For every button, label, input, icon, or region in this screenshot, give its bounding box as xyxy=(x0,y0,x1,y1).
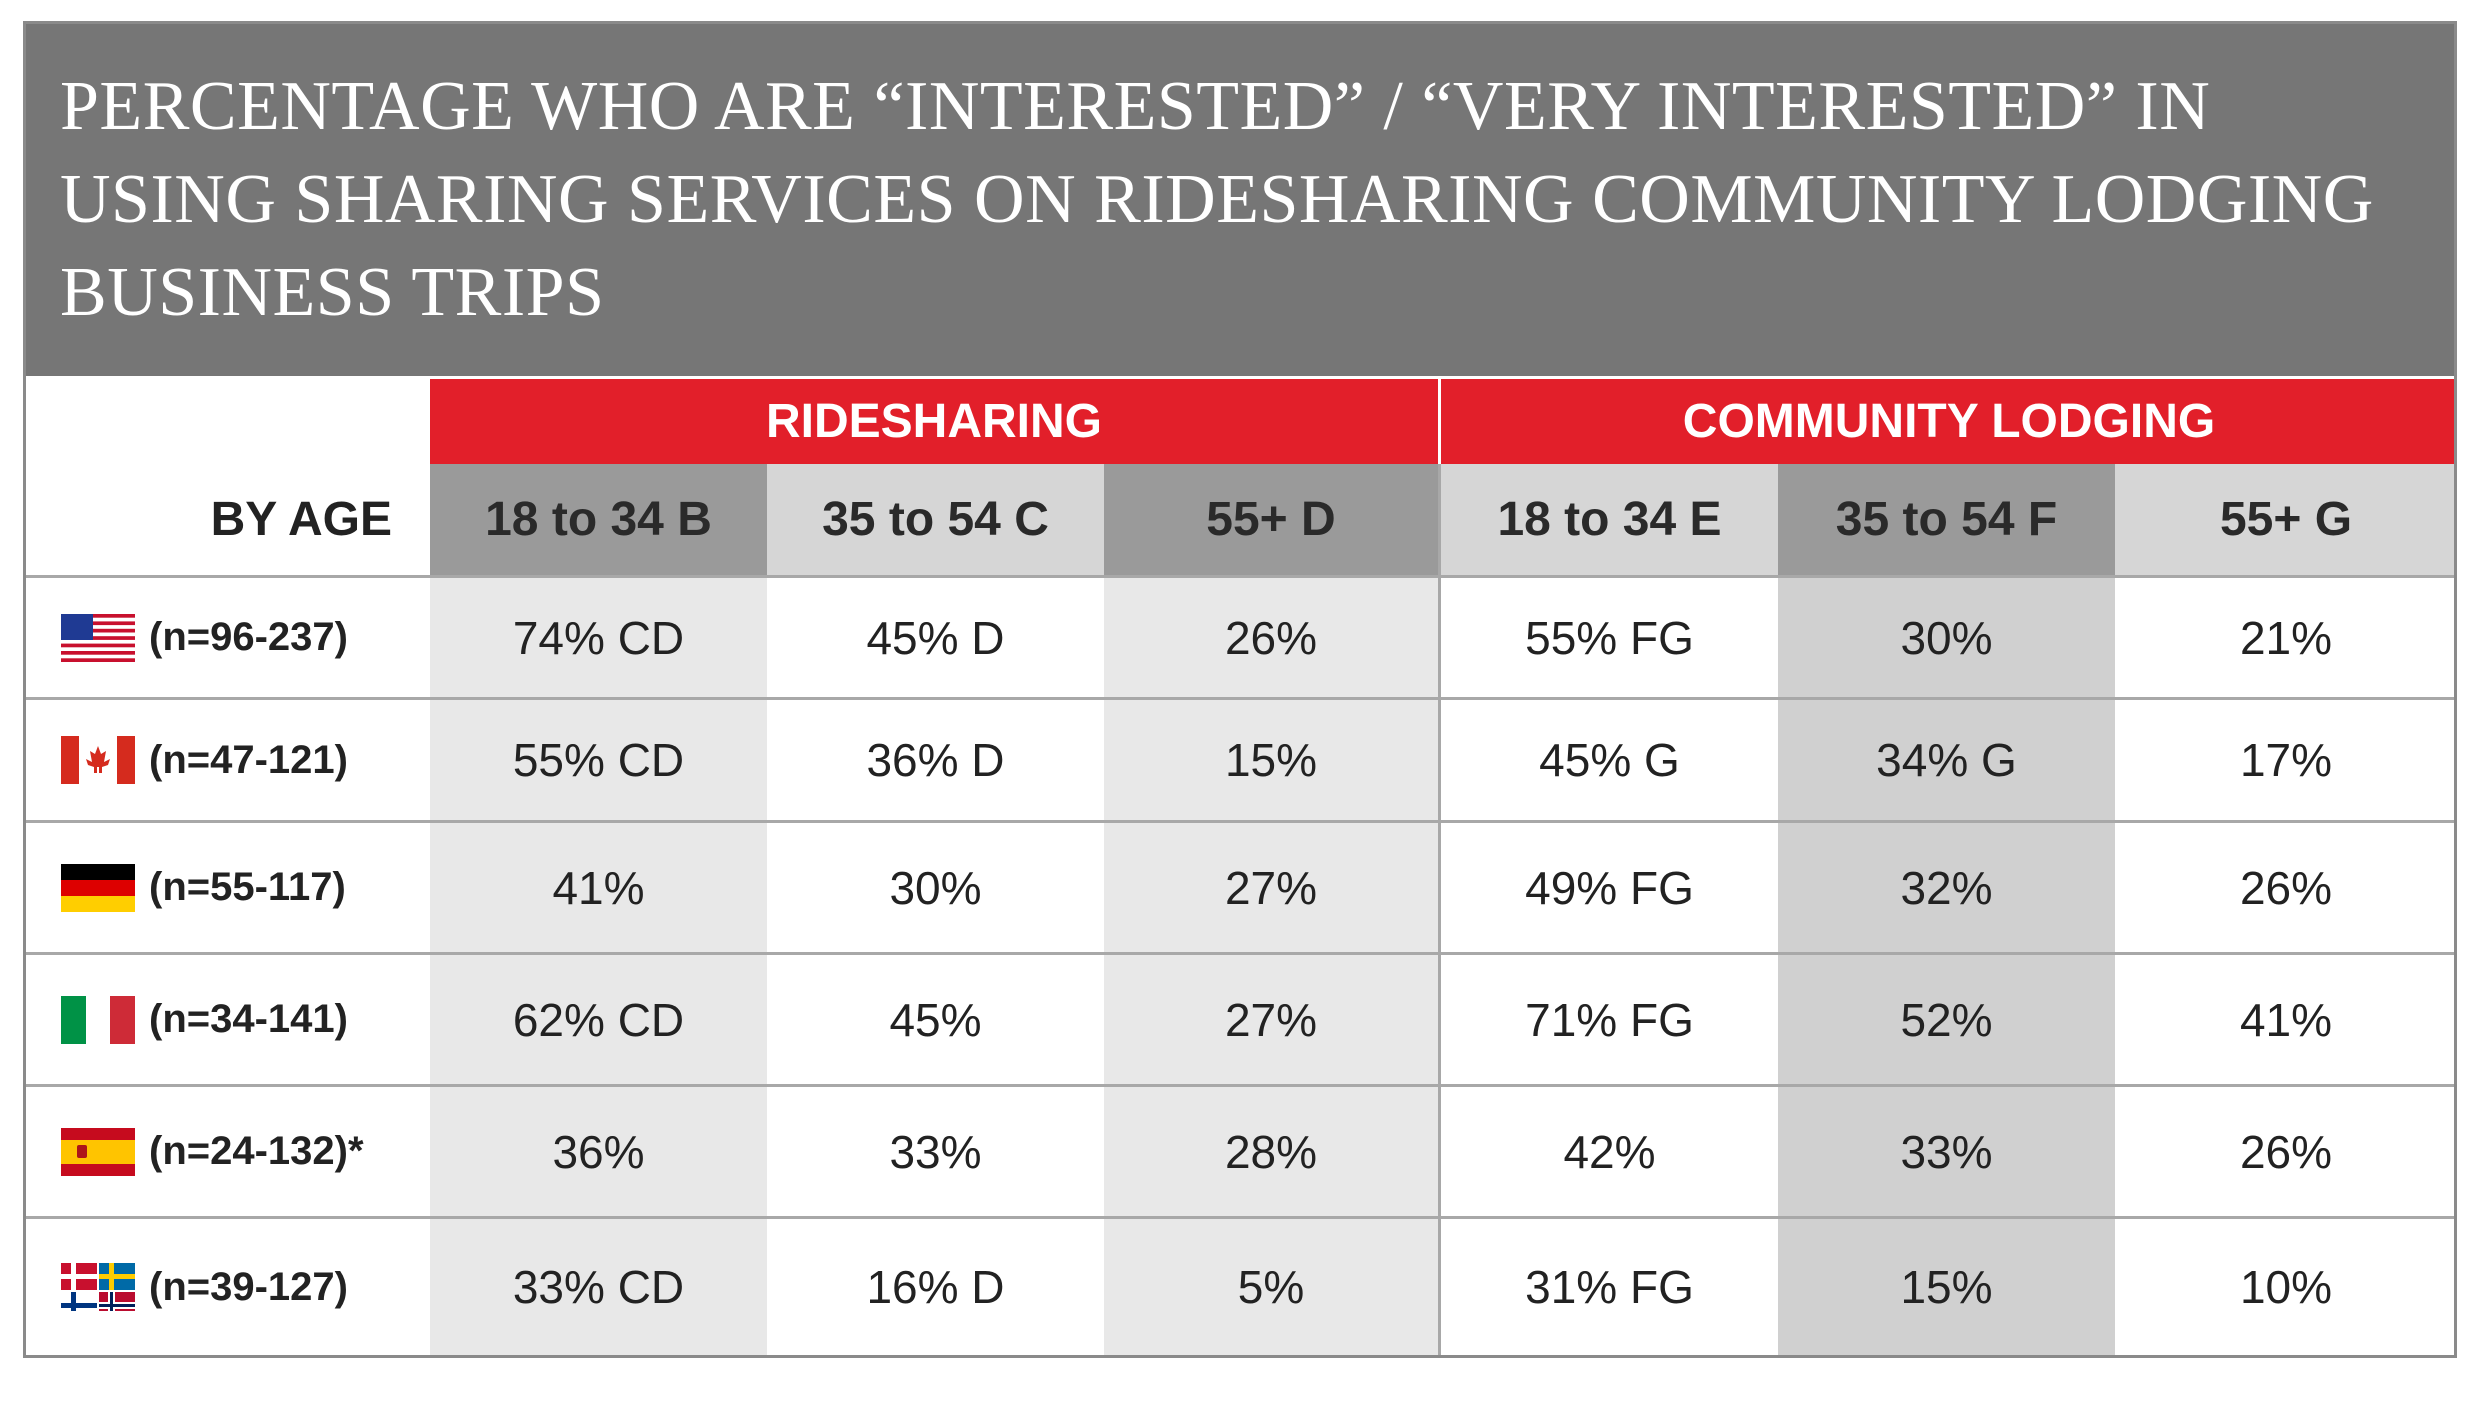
usa-flag-icon xyxy=(61,613,135,662)
column-header: 55+ G xyxy=(2115,464,2454,578)
chart-title: PERCENTAGE WHO ARE “INTERESTED” / “VERY … xyxy=(60,68,2374,331)
group-header-community-lodging: COMMUNITY LODGING xyxy=(1441,379,2454,464)
row-label: (n=39-127) xyxy=(26,1219,430,1355)
data-table: RIDESHARING COMMUNITY LODGING BY AGE 18 … xyxy=(26,379,2454,1355)
column-header: 55+ D xyxy=(1104,464,1441,578)
sample-size-label: (n=24-132)* xyxy=(149,1129,364,1173)
table-cell: 33% xyxy=(767,1087,1104,1219)
table-cell: 41% xyxy=(430,823,767,955)
column-header: 18 to 34 B xyxy=(430,464,767,578)
table-cell: 26% xyxy=(2115,1087,2454,1219)
column-header: 18 to 34 E xyxy=(1441,464,1778,578)
table-cell: 55% FG xyxy=(1441,578,1778,700)
table-cell: 26% xyxy=(1104,578,1441,700)
table-cell: 27% xyxy=(1104,823,1441,955)
table-cell: 45% xyxy=(767,955,1104,1087)
sample-size-label: (n=96-237) xyxy=(149,615,348,659)
table-cell: 15% xyxy=(1778,1219,2115,1355)
table-cell: 15% xyxy=(1104,700,1441,823)
table-cell: 33% CD xyxy=(430,1219,767,1355)
table-cell: 49% FG xyxy=(1441,823,1778,955)
row-label: (n=96-237) xyxy=(26,578,430,700)
column-header: 35 to 54 F xyxy=(1778,464,2115,578)
sample-size-label: (n=47-121) xyxy=(149,737,348,782)
table-cell: 55% CD xyxy=(430,700,767,823)
column-header: 35 to 54 C xyxy=(767,464,1104,578)
table-cell: 27% xyxy=(1104,955,1441,1087)
sample-size-label: (n=39-127) xyxy=(149,1264,348,1309)
table-cell: 36% D xyxy=(767,700,1104,823)
table-cell: 34% G xyxy=(1778,700,2115,823)
title-bar: PERCENTAGE WHO ARE “INTERESTED” / “VERY … xyxy=(26,24,2454,376)
table-cell: 62% CD xyxy=(430,955,767,1087)
table-cell: 45% G xyxy=(1441,700,1778,823)
row-label: (n=47-121) xyxy=(26,700,430,823)
row-label: (n=34-141) xyxy=(26,955,430,1087)
row-label: (n=55-117) xyxy=(26,823,430,955)
sample-size-label: (n=55-117) xyxy=(149,865,346,909)
row-label: (n=24-132)* xyxy=(26,1087,430,1219)
table-cell: 42% xyxy=(1441,1087,1778,1219)
table-cell: 41% xyxy=(2115,955,2454,1087)
canada-flag-icon xyxy=(61,736,135,784)
table-cell: 45% D xyxy=(767,578,1104,700)
table-cell: 74% CD xyxy=(430,578,767,700)
italy-flag-icon xyxy=(61,995,135,1044)
row-header-label: BY AGE xyxy=(26,464,430,578)
spain-flag-icon xyxy=(61,1127,135,1176)
nordics-flags-icon xyxy=(61,1263,135,1311)
table-cell: 30% xyxy=(1778,578,2115,700)
table-cell: 21% xyxy=(2115,578,2454,700)
table-cell: 5% xyxy=(1104,1219,1441,1355)
chart-frame: PERCENTAGE WHO ARE “INTERESTED” / “VERY … xyxy=(23,21,2457,1358)
table-cell: 71% FG xyxy=(1441,955,1778,1087)
table-cell: 33% xyxy=(1778,1087,2115,1219)
table-cell: 28% xyxy=(1104,1087,1441,1219)
corner-cell xyxy=(26,379,430,464)
sample-size-label: (n=34-141) xyxy=(149,997,348,1041)
table-cell: 26% xyxy=(2115,823,2454,955)
group-header-ridesharing: RIDESHARING xyxy=(430,379,1441,464)
table-cell: 16% D xyxy=(767,1219,1104,1355)
table-cell: 32% xyxy=(1778,823,2115,955)
table-cell: 10% xyxy=(2115,1219,2454,1355)
table-cell: 52% xyxy=(1778,955,2115,1087)
table-cell: 17% xyxy=(2115,700,2454,823)
table-cell: 31% FG xyxy=(1441,1219,1778,1355)
germany-flag-icon xyxy=(61,863,135,912)
table-cell: 36% xyxy=(430,1087,767,1219)
table-cell: 30% xyxy=(767,823,1104,955)
